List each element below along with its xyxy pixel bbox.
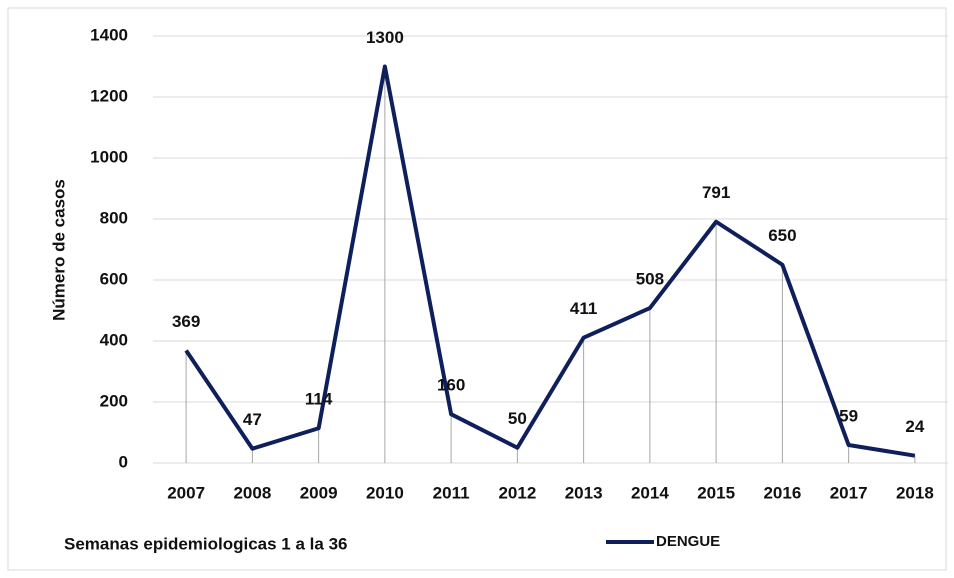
series-line	[184, 64, 916, 458]
data-label: 47	[243, 410, 262, 429]
data-label: 369	[172, 312, 200, 331]
x-tick-label: 2018	[896, 483, 934, 502]
x-tick-label: 2008	[233, 483, 271, 502]
x-tick-label: 2009	[300, 483, 338, 502]
y-tick-label: 800	[100, 208, 128, 227]
x-tick-label: 2014	[631, 483, 669, 502]
data-label: 508	[636, 270, 664, 289]
data-label: 791	[702, 183, 730, 202]
y-tick-label: 1000	[90, 147, 128, 166]
x-tick-label: 2013	[565, 483, 603, 502]
data-label: 411	[570, 299, 597, 318]
x-tick-label: 2007	[167, 483, 205, 502]
x-tick-label: 2015	[697, 483, 735, 502]
y-tick-label: 1400	[90, 25, 128, 44]
y-tick-label: 200	[100, 391, 128, 410]
x-tick-label: 2017	[830, 483, 868, 502]
data-label: 114	[305, 390, 333, 409]
y-tick-label: 0	[119, 452, 128, 471]
chart-border	[7, 7, 947, 571]
y-tick-label: 1200	[90, 86, 128, 105]
data-label: 24	[905, 417, 924, 436]
x-tick-label: 2011	[433, 483, 470, 502]
y-tick-label: 400	[100, 330, 128, 349]
data-label: 650	[768, 226, 796, 245]
x-axis-title: Semanas epidemiologicas 1 a la 36	[64, 534, 347, 553]
data-label: 160	[437, 376, 465, 395]
y-axis-title: Número de casos	[49, 179, 68, 321]
x-tick-label: 2010	[366, 483, 404, 502]
x-tick-label: 2016	[763, 483, 801, 502]
x-tick-label: 2012	[498, 483, 536, 502]
y-tick-label: 600	[100, 269, 128, 288]
data-label: 50	[508, 409, 527, 428]
data-label: 59	[839, 406, 858, 425]
data-label: 1300	[366, 28, 404, 47]
legend-label: DENGUE	[656, 533, 720, 550]
